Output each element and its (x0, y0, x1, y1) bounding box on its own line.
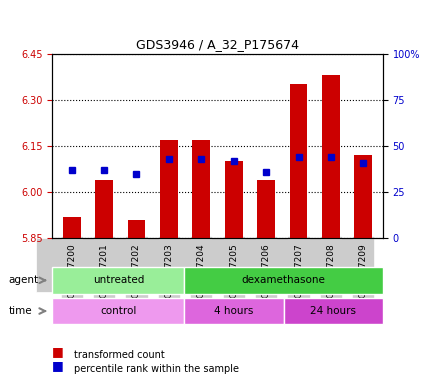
Bar (127, 220, 145, 238)
Bar (256, 180, 274, 238)
Bar (224, 161, 242, 238)
Text: 24 hours: 24 hours (309, 306, 355, 316)
Title: GDS3946 / A_32_P175674: GDS3946 / A_32_P175674 (136, 38, 298, 51)
Bar (289, 84, 307, 238)
Bar (95, 180, 113, 238)
Text: untreated: untreated (92, 275, 144, 285)
Bar (321, 75, 339, 238)
Text: dexamethasone: dexamethasone (241, 275, 325, 285)
Text: transformed count: transformed count (74, 350, 164, 360)
Text: 4 hours: 4 hours (214, 306, 253, 316)
Text: ■: ■ (52, 359, 64, 372)
Text: time: time (9, 306, 32, 316)
Text: agent: agent (9, 275, 39, 285)
Text: control: control (100, 306, 136, 316)
Bar (192, 140, 210, 238)
Bar (62, 217, 80, 238)
Bar (160, 140, 178, 238)
Text: percentile rank within the sample: percentile rank within the sample (74, 364, 238, 374)
Bar (354, 155, 372, 238)
Text: ■: ■ (52, 345, 64, 358)
